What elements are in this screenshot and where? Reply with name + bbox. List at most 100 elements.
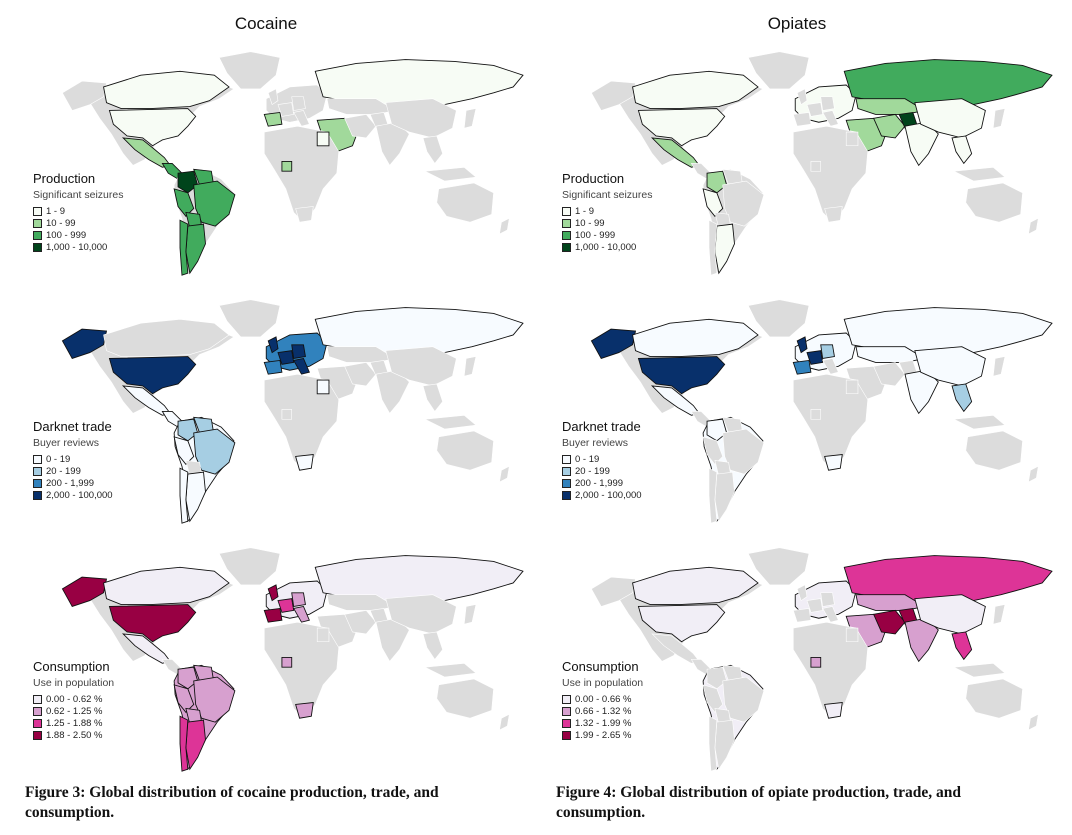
region-nga (810, 161, 822, 172)
legend-item: 1,000 - 10,000 (33, 241, 123, 253)
cocaine-darknet-trade-world-map (61, 299, 524, 524)
region-nz (1028, 217, 1039, 235)
legend-label: 0.62 - 1.25 % (46, 705, 103, 717)
legend-item: 0.00 - 0.66 % (562, 693, 643, 705)
legend-item: 1.32 - 1.99 % (562, 717, 643, 729)
region-iran (873, 113, 906, 139)
region-iran (873, 609, 906, 635)
legend-swatch (33, 454, 42, 464)
region-nga (281, 409, 293, 420)
region-fra (806, 350, 824, 365)
region-egy (316, 627, 330, 643)
legend-label: 2,000 - 100,000 (575, 489, 642, 501)
legend-title: Darknet trade (562, 419, 641, 434)
region-china (385, 594, 457, 635)
legend-item: 1.88 - 2.50 % (33, 729, 114, 741)
region-usa (637, 604, 726, 643)
region-egy (316, 379, 330, 395)
legend-item: 0 - 19 (33, 453, 113, 465)
legend-label: 100 - 999 (46, 229, 87, 241)
region-greenl (747, 299, 810, 338)
opiates-production-world-map (591, 51, 1053, 276)
region-aus (965, 678, 1023, 719)
region-japan (992, 356, 1006, 377)
legend-title: Consumption (33, 659, 110, 674)
legend-label: 0.66 - 1.32 % (575, 705, 632, 717)
legend-swatch (562, 478, 571, 488)
legend-item: 10 - 99 (33, 217, 123, 229)
region-usa (637, 356, 726, 395)
legend-label: 20 - 199 (575, 465, 610, 477)
region-peru (173, 684, 195, 713)
legend-label: 10 - 99 (46, 217, 76, 229)
legend-item: 2,000 - 100,000 (33, 489, 113, 501)
legend-label: 0.00 - 0.66 % (575, 693, 632, 705)
region-fra (806, 598, 824, 613)
region-iran (344, 362, 377, 387)
region-japan (992, 108, 1006, 129)
region-sea (422, 383, 443, 412)
region-iber (263, 359, 283, 375)
region-aus (965, 182, 1023, 223)
region-saf (824, 702, 843, 719)
region-nga (810, 409, 822, 420)
region-canada (103, 318, 230, 357)
region-col (706, 418, 728, 442)
region-egy (316, 131, 330, 147)
legend-title: Production (33, 171, 96, 186)
legend-swatch (33, 706, 42, 716)
region-saf (295, 206, 314, 223)
region-nz (1028, 713, 1039, 731)
region-chile (708, 219, 718, 276)
region-indo (423, 167, 477, 182)
region-nga (281, 160, 293, 172)
region-usa (108, 356, 197, 395)
region-greenl (218, 299, 281, 338)
legend-swatch (562, 694, 571, 704)
region-sea (422, 631, 443, 660)
legend-swatch (562, 706, 571, 716)
consumption-legend: Consumption Use in population 0.00 - 0.66 … (562, 659, 643, 741)
legend-item: 1.99 - 2.65 % (562, 729, 643, 741)
legend-swatch (33, 230, 42, 240)
region-ita (822, 606, 839, 623)
legend-swatch (33, 490, 42, 500)
production-legend: Production Significant seizures 1 - 9 10 - … (33, 171, 123, 253)
region-china (385, 98, 457, 139)
cocaine-production-world-map (62, 51, 524, 276)
region-peru (173, 436, 195, 465)
region-arg (185, 223, 206, 275)
region-fra (277, 350, 295, 365)
cocaine-column-title: Cocaine (234, 14, 298, 33)
region-uk (796, 584, 808, 602)
region-sea (422, 135, 443, 164)
legend-label: 0 - 19 (46, 453, 71, 465)
region-chile (179, 219, 189, 276)
region-ger (820, 592, 835, 607)
region-usa (108, 108, 197, 147)
region-iber (792, 112, 812, 127)
legend-label: 1,000 - 10,000 (46, 241, 108, 253)
region-ger (291, 592, 306, 607)
region-alaska (591, 80, 636, 111)
region-bra (722, 180, 765, 227)
region-chile (179, 715, 189, 772)
production-legend: Production Significant seizures 1 - 9 10 - … (562, 171, 652, 253)
region-canada (103, 566, 230, 605)
region-ger (291, 96, 306, 111)
legend-swatch (33, 478, 42, 488)
cocaine-consumption-map-panel: Consumption Use in population 0.00 - 0.62 … (28, 532, 528, 782)
region-col (706, 170, 728, 194)
region-ger (820, 344, 835, 359)
legend-item: 100 - 999 (33, 229, 123, 241)
legend-item: 2,000 - 100,000 (562, 489, 642, 501)
region-indo (423, 663, 477, 678)
region-bra (193, 676, 236, 723)
region-peru (702, 188, 724, 217)
legend-title: Consumption (562, 659, 639, 674)
region-sea (951, 135, 973, 165)
darknet-trade-legend: Darknet trade Buyer reviews 0 - 19 20 - 199… (33, 419, 113, 501)
legend-label: 1,000 - 10,000 (575, 241, 637, 253)
legend-label: 1 - 9 (46, 205, 66, 217)
legend-label: 1.88 - 2.50 % (46, 729, 103, 741)
